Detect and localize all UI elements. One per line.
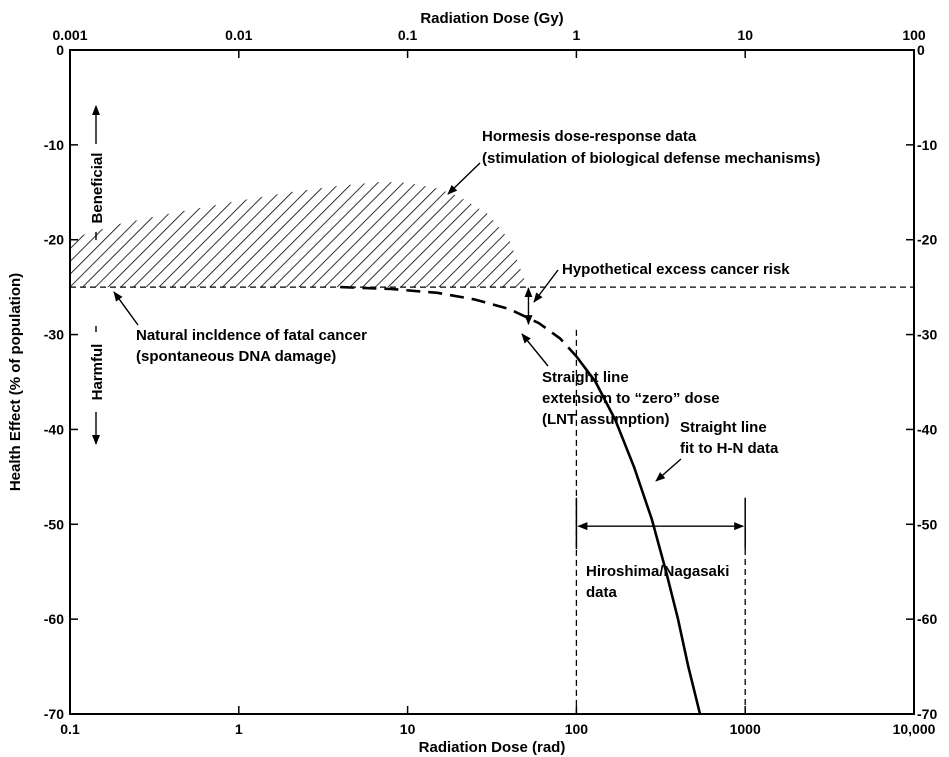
- harmful-label: Harmful: [89, 344, 106, 401]
- y-left-tick-label: -10: [44, 137, 64, 153]
- y-left-tick-label: -60: [44, 611, 64, 627]
- y-right-tick-label: -60: [917, 611, 937, 627]
- x-bottom-tick-label: 1000: [730, 721, 761, 737]
- hn-fit-curve: [575, 355, 702, 715]
- x-axis-title-bottom: Radiation Dose (rad): [419, 739, 566, 756]
- y-left-tick-label: 0: [56, 42, 64, 58]
- natural-incidence-leader-arrow: [113, 291, 139, 326]
- lnt-leader-arrow: [521, 333, 549, 367]
- y-right-tick-label: -40: [917, 421, 937, 437]
- data-layer: [70, 181, 914, 715]
- y-left-tick-label: -40: [44, 421, 64, 437]
- hormesis-label-line2: (stimulation of biological defense mecha…: [482, 150, 820, 167]
- lnt-label-line3: (LNT assumption): [542, 411, 670, 428]
- y-left-tick-label: -70: [44, 706, 64, 722]
- x-bottom-tick-label: 10,000: [893, 721, 936, 737]
- x-bottom-tick-label: 0.1: [60, 721, 80, 737]
- hormesis-leader-arrow: [447, 162, 481, 195]
- y-right-tick-label: -20: [917, 232, 937, 248]
- y-right-tick-label: -30: [917, 327, 937, 343]
- plot-frame: [69, 49, 915, 715]
- y-right-tick-label: -70: [917, 706, 937, 722]
- x-axis-title-top: Radiation Dose (Gy): [420, 10, 563, 27]
- excess-risk-leader-arrow: [533, 269, 559, 303]
- x-bottom-tick-label: 1: [235, 721, 243, 737]
- fit-label-line1: Straight line: [680, 419, 767, 436]
- x-top-tick-label: 10: [737, 27, 753, 43]
- hn-label-line2: data: [586, 584, 618, 601]
- y-right-tick-label: -10: [917, 137, 937, 153]
- lnt-extension-curve: [340, 285, 578, 358]
- hormesis-label-line1: Hormesis dose-response data: [482, 128, 697, 145]
- lnt-label-line2: extension to “zero” dose: [542, 390, 720, 407]
- hormesis-region: [70, 181, 526, 288]
- fit-leader-arrow: [655, 458, 682, 482]
- x-top-tick-label: 100: [902, 27, 926, 43]
- natural-incidence-line1: Natural incldence of fatal cancer: [136, 327, 367, 344]
- y-right-tick-label: 0: [917, 42, 925, 58]
- y-left-tick-label: -50: [44, 516, 64, 532]
- lnt-label-line1: Straight line: [542, 369, 629, 386]
- y-axis-title: Health Effect (% of population): [7, 273, 24, 491]
- beneficial-label: Beneficial: [89, 153, 106, 224]
- hn-label-line1: Hiroshima/Nagasaki: [586, 563, 729, 580]
- y-left-tick-label: -30: [44, 327, 64, 343]
- x-top-tick-label: 0.01: [225, 27, 252, 43]
- fit-label-line2: fit to H-N data: [680, 440, 779, 457]
- x-top-tick-label: 1: [573, 27, 581, 43]
- x-top-tick-label: 0.001: [52, 27, 87, 43]
- x-bottom-tick-label: 10: [400, 721, 416, 737]
- y-right-tick-label: -50: [917, 516, 937, 532]
- natural-incidence-line2: (spontaneous DNA damage): [136, 348, 336, 365]
- x-top-tick-label: 0.1: [398, 27, 418, 43]
- x-bottom-tick-label: 100: [565, 721, 589, 737]
- excess-risk-label: Hypothetical excess cancer risk: [562, 261, 790, 278]
- y-left-tick-label: -20: [44, 232, 64, 248]
